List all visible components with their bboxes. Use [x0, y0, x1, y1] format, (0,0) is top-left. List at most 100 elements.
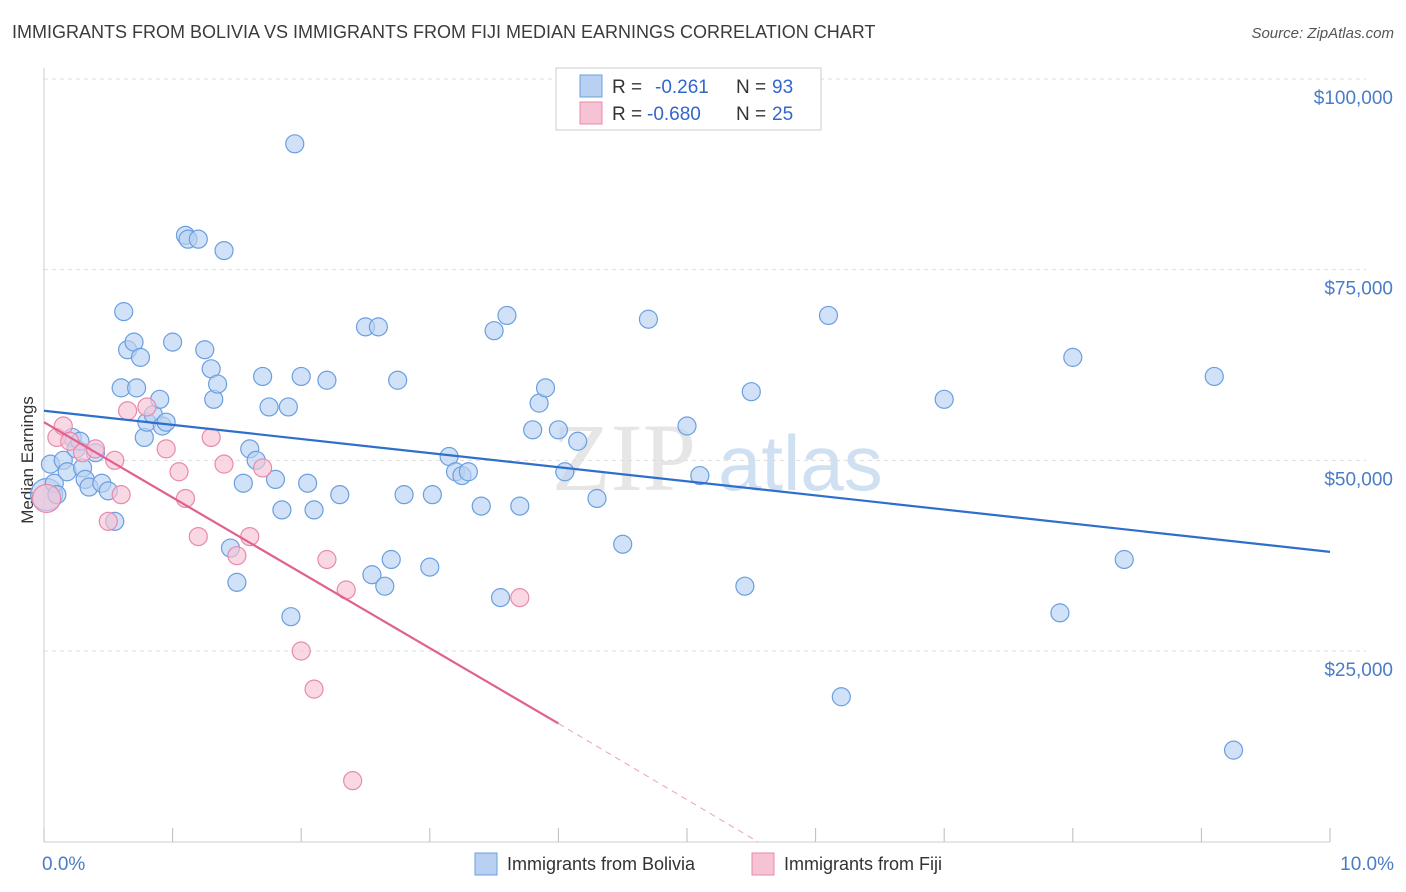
- gridlines: [44, 78, 1366, 652]
- bolivia-point-58: [381, 549, 401, 570]
- bolivia-point-51: [304, 500, 324, 520]
- fiji-point-22: [317, 549, 337, 570]
- bolivia-point-82: [690, 465, 710, 486]
- series-legend-swatch-bolivia: [474, 852, 498, 876]
- bolivia-point-88: [1050, 603, 1070, 623]
- bolivia-point-62: [422, 485, 442, 505]
- bolivia-point-47: [281, 607, 301, 627]
- bolivia-point-80: [638, 309, 659, 329]
- series-legend-swatch-fiji: [751, 852, 775, 876]
- bolivia-point-52: [317, 370, 337, 390]
- fiji-point-10: [137, 397, 157, 417]
- bolivia-point-91: [1204, 366, 1224, 387]
- fiji-point-20: [291, 641, 311, 661]
- fiji-point-14: [188, 526, 208, 547]
- fiji-point-9: [117, 401, 138, 421]
- bolivia-point-60: [394, 485, 414, 505]
- stats-legend-n-label-bolivia: N =: [736, 77, 766, 98]
- bolivia-point-49: [291, 366, 311, 387]
- bolivia-point-83: [735, 576, 755, 596]
- bolivia-point-20: [126, 378, 147, 398]
- fiji-point-25: [510, 588, 530, 608]
- y-tick-label-3: $25,000: [1324, 660, 1393, 681]
- fiji-point-16: [214, 454, 234, 474]
- fiji-point-5: [85, 439, 106, 459]
- bolivia-point-28: [163, 332, 183, 352]
- bolivia-point-42: [253, 366, 273, 387]
- bolivia-point-32: [195, 340, 215, 360]
- fiji-trend-line: [43, 421, 559, 725]
- fiji-point-21: [304, 679, 324, 699]
- stats-legend: R = -0.261 N = 93 R = -0.680 N = 25: [555, 67, 822, 131]
- fiji-point-24: [343, 771, 363, 791]
- series-fiji-points: [31, 397, 530, 791]
- stats-legend-n-value-fiji: 25: [772, 104, 793, 125]
- x-tick-label-right: 10.0%: [1340, 854, 1394, 875]
- bolivia-point-76: [555, 462, 575, 482]
- x-tick-label-left: 0.0%: [42, 854, 85, 875]
- bolivia-point-59: [388, 370, 408, 390]
- bolivia-point-57: [375, 576, 395, 596]
- series-legend-label-fiji: Immigrants from Fiji: [784, 854, 942, 874]
- watermark-zip: ZIP: [552, 404, 696, 511]
- bolivia-point-46: [278, 397, 298, 417]
- y-tick-label-2: $50,000: [1324, 469, 1393, 490]
- y-tick-label-1: $75,000: [1324, 279, 1393, 300]
- fiji-point-19: [253, 458, 273, 478]
- bolivia-point-74: [535, 378, 556, 398]
- bolivia-point-39: [233, 473, 253, 493]
- bolivia-point-87: [934, 389, 954, 409]
- bolivia-point-36: [214, 241, 234, 261]
- bolivia-point-44: [265, 469, 286, 489]
- series-legend-label-bolivia: Immigrants from Bolivia: [507, 854, 696, 874]
- bolivia-point-61: [420, 557, 440, 577]
- y-tick-label-0: $100,000: [1314, 88, 1393, 109]
- bolivia-point-21: [130, 347, 151, 367]
- stats-legend-swatch-fiji: [579, 101, 603, 125]
- bolivia-point-17: [114, 302, 134, 322]
- bolivia-point-43: [259, 397, 279, 417]
- chart-source: Source: ZipAtlas.com: [1251, 25, 1394, 42]
- bolivia-point-92: [1223, 740, 1244, 760]
- bolivia-point-67: [471, 496, 491, 516]
- fiji-point-8: [111, 485, 131, 505]
- chart-title: IMMIGRANTS FROM BOLIVIA VS IMMIGRANTS FR…: [12, 22, 875, 42]
- bolivia-point-90: [1114, 549, 1134, 570]
- bolivia-point-48: [285, 134, 305, 154]
- fiji-point-12: [169, 462, 189, 482]
- bolivia-point-78: [587, 488, 607, 509]
- fiji-point-17: [227, 546, 247, 566]
- bolivia-point-81: [677, 416, 697, 436]
- bolivia-point-55: [362, 565, 382, 585]
- bolivia-point-86: [831, 687, 851, 707]
- stats-legend-r-value-fiji: -0.680: [647, 104, 701, 125]
- bolivia-point-69: [490, 588, 511, 608]
- series-legend: Immigrants from Bolivia Immigrants from …: [474, 852, 942, 876]
- bolivia-point-31: [188, 229, 208, 249]
- bolivia-point-84: [741, 382, 761, 402]
- fiji-point-15: [201, 427, 221, 448]
- fiji-point-6: [98, 511, 118, 531]
- bolivia-point-27: [156, 412, 176, 432]
- y-tick-labels: $100,000 $75,000 $50,000 $25,000: [1314, 88, 1393, 681]
- fiji-trend-line-extension: [558, 723, 758, 843]
- bolivia-point-70: [497, 305, 517, 326]
- x-minor-ticks: [43, 828, 1331, 842]
- stats-legend-swatch-bolivia: [579, 74, 603, 98]
- bolivia-point-56: [368, 317, 388, 337]
- bolivia-point-71: [510, 496, 530, 516]
- bolivia-point-50: [298, 473, 318, 493]
- bolivia-point-85: [818, 305, 839, 326]
- bolivia-point-77: [568, 431, 588, 451]
- fiji-point-0: [31, 483, 62, 514]
- stats-legend-n-label-fiji: N =: [736, 104, 766, 125]
- bolivia-point-66: [458, 462, 478, 482]
- watermark-atlas: atlas: [718, 419, 883, 507]
- bolivia-point-72: [523, 420, 543, 440]
- trend-lines: [43, 409, 1331, 843]
- bolivia-point-79: [613, 534, 633, 554]
- bolivia-point-89: [1063, 347, 1083, 367]
- stats-legend-r-label-bolivia: R =: [612, 77, 642, 98]
- bolivia-point-35: [208, 374, 228, 394]
